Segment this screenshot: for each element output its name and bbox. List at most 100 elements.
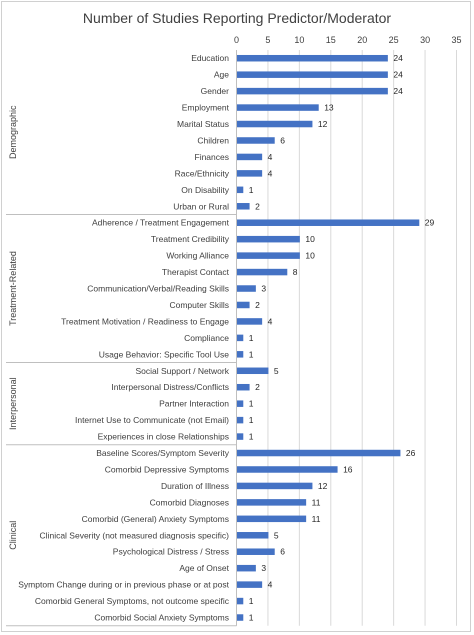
data-label: 10 <box>305 251 315 261</box>
group-label: Demographic <box>8 105 18 159</box>
data-label: 4 <box>268 316 273 326</box>
data-label: 6 <box>280 135 285 145</box>
category-label: Comorbid Diagnoses <box>150 497 229 507</box>
category-label: Usage Behavior: Specific Tool Use <box>99 349 230 359</box>
x-tick-label: 15 <box>326 35 336 45</box>
category-label: Experiences in close Relationships <box>98 432 229 442</box>
data-label: 24 <box>393 53 403 63</box>
bar <box>237 235 300 243</box>
category-label: Race/Ethnicity <box>175 168 230 178</box>
bar <box>237 597 244 605</box>
category-label: Psychological Distress / Stress <box>113 547 229 557</box>
bar <box>237 564 256 572</box>
category-label: Social Support / Network <box>135 366 229 376</box>
data-label: 1 <box>249 432 254 442</box>
data-label: 1 <box>249 415 254 425</box>
data-label: 3 <box>261 563 266 573</box>
data-label: 1 <box>249 333 254 343</box>
category-label: Treatment Motivation / Readiness to Enga… <box>61 316 229 326</box>
bar <box>237 268 288 276</box>
category-label: Internet Use to Communicate (not Email) <box>75 415 229 425</box>
bar <box>237 581 263 588</box>
category-label: On Disability <box>181 185 229 195</box>
category-label: Clinical Severity (not measured diagnosi… <box>40 530 230 540</box>
bar <box>237 252 300 259</box>
x-tick-label: 30 <box>420 35 430 45</box>
data-label: 4 <box>268 580 273 590</box>
bar <box>237 203 250 210</box>
data-label: 2 <box>255 300 260 310</box>
category-label: Comorbid Social Anxiety Symptoms <box>94 613 229 623</box>
bar <box>237 367 269 375</box>
x-tick-label: 25 <box>389 35 399 45</box>
bar <box>237 499 307 506</box>
data-label: 13 <box>324 103 334 113</box>
x-tick-label: 0 <box>234 35 239 45</box>
category-label: Adherence / Treatment Engagement <box>92 218 230 228</box>
data-label: 5 <box>274 366 279 376</box>
category-label: Comorbid Depressive Symptoms <box>105 464 229 474</box>
data-label: 1 <box>249 349 254 359</box>
data-label: 3 <box>261 284 266 294</box>
category-label: Age of Onset <box>179 563 229 573</box>
bar <box>237 301 250 309</box>
bar <box>237 318 263 325</box>
chart-title: Number of Studies Reporting Predictor/Mo… <box>82 10 392 26</box>
category-label: Baseline Scores/Symptom Severity <box>96 448 229 458</box>
category-label: Communication/Verbal/Reading Skills <box>87 284 229 294</box>
bar <box>237 87 388 95</box>
bar <box>237 532 269 539</box>
category-label: Comorbid General Symptoms, not outcome s… <box>35 596 230 606</box>
category-label: Working Alliance <box>166 251 229 261</box>
data-label: 2 <box>255 382 260 392</box>
bar <box>237 71 388 78</box>
bar <box>237 548 275 555</box>
bar <box>237 186 244 194</box>
bar <box>237 170 263 177</box>
data-label: 1 <box>249 596 254 606</box>
category-label: Gender <box>201 86 230 96</box>
bar <box>237 383 250 391</box>
category-label: Therapist Contact <box>162 267 230 277</box>
data-label: 11 <box>312 514 321 524</box>
data-label: 10 <box>305 234 315 244</box>
bar <box>237 120 313 128</box>
data-label: 4 <box>268 168 273 178</box>
bar <box>237 449 401 457</box>
category-label: Age <box>214 70 229 80</box>
x-tick-label: 5 <box>265 35 270 45</box>
category-label: Treatment Credibility <box>151 234 230 244</box>
x-tick-label: 20 <box>357 35 367 45</box>
category-label: Education <box>191 53 229 63</box>
category-label: Duration of Illness <box>161 481 229 491</box>
data-label: 11 <box>312 497 321 507</box>
bar <box>237 515 307 523</box>
data-label: 12 <box>318 481 328 491</box>
bar <box>237 416 244 424</box>
data-label: 5 <box>274 530 279 540</box>
category-label: Partner Interaction <box>159 399 229 409</box>
data-label: 29 <box>425 218 435 228</box>
bar <box>237 351 244 358</box>
data-label: 4 <box>268 152 273 162</box>
category-label: Compliance <box>184 333 229 343</box>
bar <box>237 219 420 226</box>
group-label: Clinical <box>8 521 18 550</box>
bar <box>237 285 256 292</box>
data-label: 26 <box>406 448 416 458</box>
data-label: 1 <box>249 399 254 409</box>
bar <box>237 137 275 144</box>
category-label: Finances <box>195 152 230 162</box>
bar <box>237 433 244 440</box>
group-label: Interpersonal <box>8 377 18 430</box>
category-label: Urban or Rural <box>173 201 229 211</box>
bar <box>237 466 338 473</box>
bar <box>237 334 244 342</box>
data-label: 16 <box>343 464 353 474</box>
category-label: Employment <box>182 103 230 113</box>
bar <box>237 153 263 161</box>
data-label: 1 <box>249 185 254 195</box>
group-label: Treatment-Related <box>8 251 18 326</box>
